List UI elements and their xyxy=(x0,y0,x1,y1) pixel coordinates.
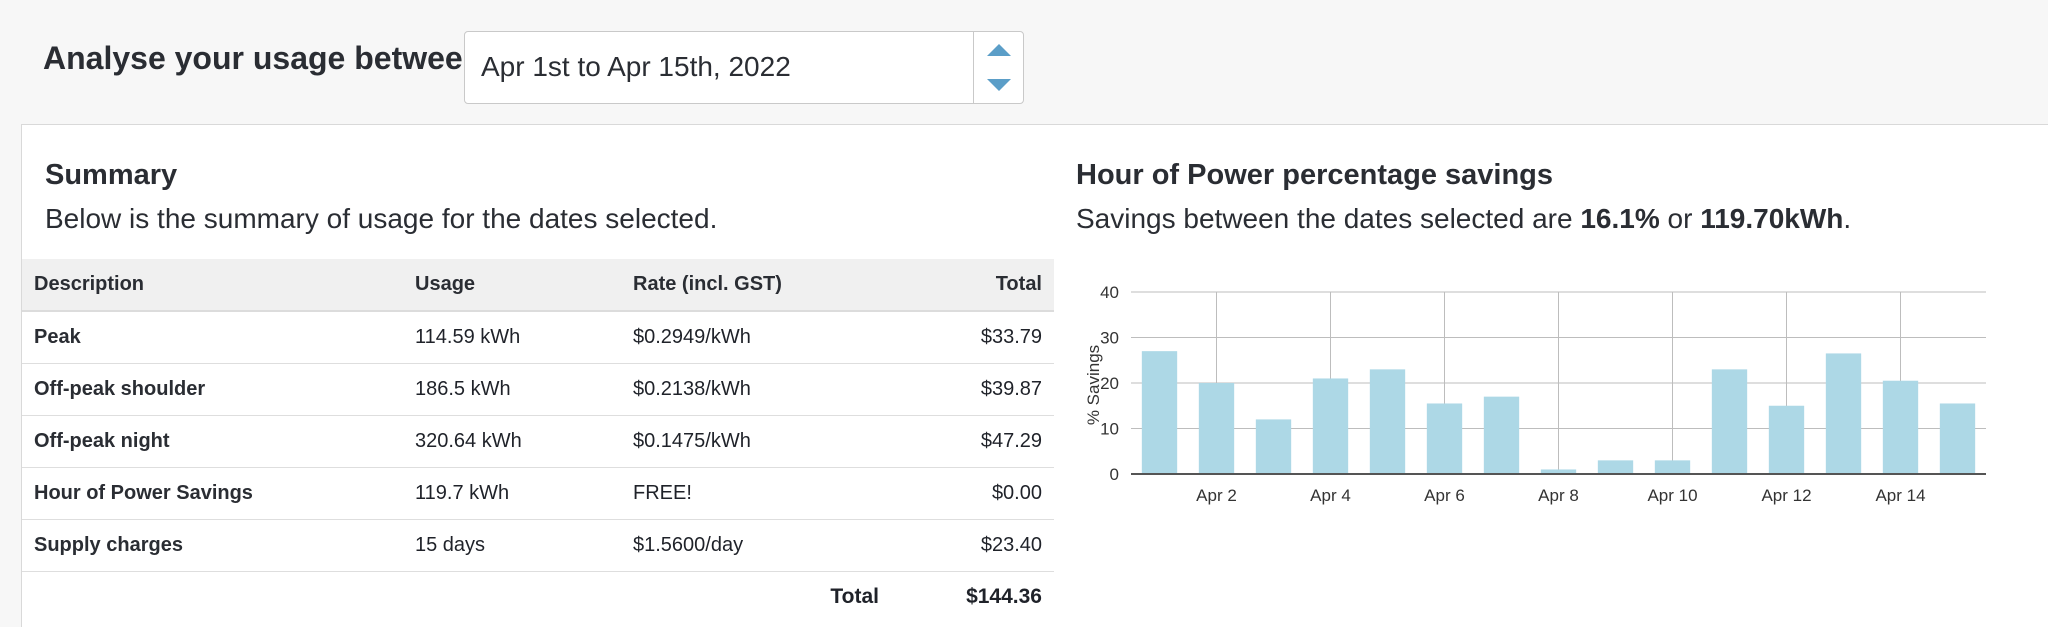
x-tick-label: Apr 2 xyxy=(1196,486,1237,505)
column-header-total: Total xyxy=(891,259,1054,312)
x-tick-label: Apr 10 xyxy=(1647,486,1697,505)
row-total: $33.79 xyxy=(891,311,1054,364)
row-rate: $0.2138/kWh xyxy=(621,363,891,416)
table-header-row: Description Usage Rate (incl. GST) Total xyxy=(22,259,1054,312)
savings-desc-mid: or xyxy=(1659,203,1701,234)
table-row: Off-peak shoulder 186.5 kWh $0.2138/kWh … xyxy=(22,363,1054,416)
row-rate: $0.2949/kWh xyxy=(621,311,891,364)
total-label: Total xyxy=(830,585,879,609)
summary-description: Below is the summary of usage for the da… xyxy=(45,203,718,234)
row-description: Off-peak night xyxy=(22,415,403,468)
total-value: $144.36 xyxy=(966,585,1042,609)
savings-chart-title: Hour of Power percentage savings xyxy=(1076,159,1554,191)
row-total: $23.40 xyxy=(891,519,1054,572)
row-usage: 186.5 kWh xyxy=(403,363,621,416)
y-axis-label: % Savings xyxy=(1084,345,1103,425)
next-range-button[interactable] xyxy=(974,67,1024,102)
date-range-picker[interactable]: Apr 1st to Apr 15th, 2022 xyxy=(464,31,1024,104)
row-total: $0.00 xyxy=(891,467,1054,520)
row-usage: 320.64 kWh xyxy=(403,415,621,468)
total-spacer xyxy=(22,571,403,623)
bar-apr-14 xyxy=(1882,380,1919,474)
row-usage: 15 days xyxy=(403,519,621,572)
row-description: Peak xyxy=(22,311,403,364)
table-row: Supply charges 15 days $1.5600/day $23.4… xyxy=(22,519,1054,572)
bar-apr-11 xyxy=(1711,369,1748,474)
bar-apr-8 xyxy=(1540,469,1577,474)
previous-range-button[interactable] xyxy=(974,32,1024,67)
row-rate: $0.1475/kWh xyxy=(621,415,891,468)
bar-apr-13 xyxy=(1825,353,1862,474)
savings-desc-prefix: Savings between the dates selected are xyxy=(1076,203,1581,234)
usage-panel: Summary Below is the summary of usage fo… xyxy=(21,124,2048,627)
topbar: Analyse your usage between Apr 1st to Ap… xyxy=(0,0,2048,124)
row-rate: FREE! xyxy=(621,467,891,520)
bar-apr-1 xyxy=(1141,351,1178,474)
total-spacer xyxy=(403,571,621,623)
total-row: Total $144.36 xyxy=(22,571,1054,623)
bar-apr-4 xyxy=(1312,378,1349,474)
table-row: Off-peak night 320.64 kWh $0.1475/kWh $4… xyxy=(22,415,1054,468)
row-total: $39.87 xyxy=(891,363,1054,416)
x-tick-label: Apr 8 xyxy=(1538,486,1579,505)
bar-apr-12 xyxy=(1768,405,1805,474)
savings-percent: 16.1% xyxy=(1580,203,1660,234)
bar-apr-3 xyxy=(1255,419,1292,474)
table-row: Peak 114.59 kWh $0.2949/kWh $33.79 xyxy=(22,311,1054,364)
caret-up-icon xyxy=(987,43,1011,56)
column-header-rate: Rate (incl. GST) xyxy=(621,259,891,312)
analyse-label: Analyse your usage between xyxy=(43,40,483,76)
y-tick-label: 10 xyxy=(1100,420,1119,439)
x-tick-label: Apr 12 xyxy=(1761,486,1811,505)
x-tick-label: Apr 4 xyxy=(1310,486,1351,505)
row-total: $47.29 xyxy=(891,415,1054,468)
bar-apr-10 xyxy=(1654,460,1691,474)
row-usage: 119.7 kWh xyxy=(403,467,621,520)
x-tick-label: Apr 14 xyxy=(1875,486,1925,505)
bar-apr-6 xyxy=(1426,403,1463,474)
row-usage: 114.59 kWh xyxy=(403,311,621,364)
caret-down-icon xyxy=(987,78,1011,91)
summary-title: Summary xyxy=(45,159,178,191)
y-tick-label: 30 xyxy=(1100,329,1119,348)
y-tick-label: 0 xyxy=(1110,465,1119,484)
bar-apr-15 xyxy=(1939,403,1976,474)
row-description: Off-peak shoulder xyxy=(22,363,403,416)
row-description: Supply charges xyxy=(22,519,403,572)
date-stepper xyxy=(973,32,1023,103)
x-tick-label: Apr 6 xyxy=(1424,486,1465,505)
savings-bar-chart: 0 10 20 30 40 Apr 2 Apr 4 Apr 6 Apr 8 Apr 10 Apr 1… xyxy=(1084,283,1986,505)
bar-apr-9 xyxy=(1597,460,1634,474)
row-description: Hour of Power Savings xyxy=(22,467,403,520)
y-tick-label: 20 xyxy=(1100,374,1119,393)
bar-apr-7 xyxy=(1483,396,1520,474)
savings-desc-suffix: . xyxy=(1843,203,1852,234)
date-range-value[interactable]: Apr 1st to Apr 15th, 2022 xyxy=(481,51,791,82)
bar-apr-5 xyxy=(1369,369,1406,474)
column-header-description: Description xyxy=(22,259,403,312)
column-header-usage: Usage xyxy=(403,259,621,312)
savings-kwh: 119.70kWh xyxy=(1700,203,1844,234)
savings-description: Savings between the dates selected are 1… xyxy=(1076,203,1851,235)
bar-apr-2 xyxy=(1198,383,1235,474)
table-row: Hour of Power Savings 119.7 kWh FREE! $0… xyxy=(22,467,1054,520)
row-rate: $1.5600/day xyxy=(621,519,891,572)
usage-table: Description Usage Rate (incl. GST) Total… xyxy=(22,259,1054,623)
y-tick-label: 40 xyxy=(1100,283,1119,302)
